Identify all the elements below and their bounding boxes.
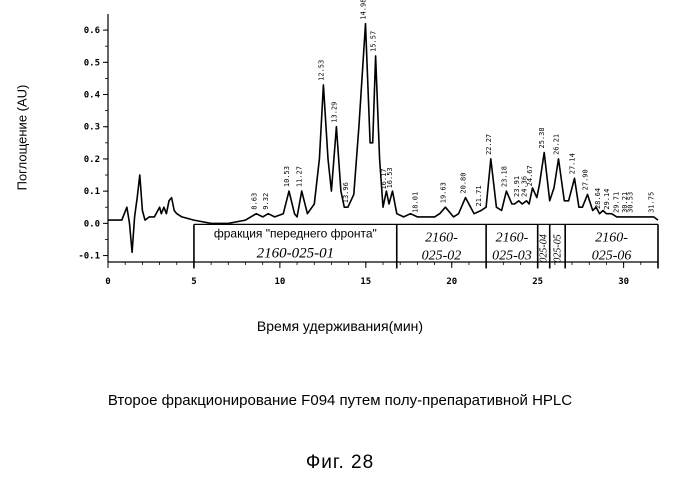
peak-label: 23.18 — [500, 166, 508, 187]
x-axis-label: Время удерживания(мин) — [256, 318, 424, 334]
peak-label: 19.63 — [439, 182, 447, 203]
peak-label: 14.98 — [359, 0, 367, 20]
peak-label: 29.71 — [613, 192, 621, 213]
peak-label: 9.32 — [262, 193, 270, 210]
fraction-label: фракция "переднего фронта" — [214, 226, 377, 240]
chromatogram-line — [108, 22, 659, 254]
peak-label: 24.67 — [526, 165, 534, 186]
figure-number: Фиг. 28 — [305, 452, 375, 473]
figure-caption: Второе фракционирование F094 путем полу-… — [107, 392, 573, 409]
peak-label: 22.27 — [485, 134, 493, 155]
x-tick-label: 25 — [532, 277, 543, 287]
y-tick-label: -0.1 — [78, 252, 100, 262]
peak-label: 27.14 — [568, 153, 576, 174]
peak-label: 20.80 — [460, 173, 468, 194]
fraction-code-line1: 2160- — [496, 230, 529, 245]
peak-label: 10.53 — [283, 166, 291, 187]
peak-label: 12.53 — [317, 60, 325, 81]
peak-label: 16.17 — [380, 168, 388, 189]
x-tick-label: 5 — [191, 277, 196, 287]
peak-label: 21.71 — [475, 185, 483, 206]
x-tick-label: 15 — [360, 277, 371, 287]
peak-label: 28.64 — [594, 188, 602, 209]
peak-label: 15.57 — [370, 31, 378, 52]
peak-label: 13.29 — [330, 102, 338, 123]
y-tick-label: 0.0 — [84, 219, 100, 229]
fraction-code: 025-05 — [552, 234, 563, 262]
peak-labels: 8.63 9.32 10.53 11.27 12.53 13.29 13.96 14.98 15… — [250, 0, 655, 213]
chromatogram-trace — [108, 22, 659, 254]
fraction-code: 025-04 — [539, 234, 550, 262]
fraction-code-line1: 2160- — [425, 230, 458, 245]
fraction-code-line1: 2160- — [595, 230, 628, 245]
y-tick-label: 0.1 — [84, 187, 100, 197]
peak-label: 18.01 — [412, 192, 420, 213]
axis-ticks: -0.1 0.0 0.1 0.2 0.3 0.4 0.5 0.6 0 5 10 15 20 25 30 — [78, 26, 659, 287]
y-tick-label: 0.5 — [84, 58, 100, 68]
x-tick-label: 10 — [274, 277, 285, 287]
peak-label: 25.38 — [538, 127, 546, 148]
y-tick-label: 0.6 — [84, 26, 100, 36]
x-tick-label: 20 — [446, 277, 457, 287]
x-tick-label: 30 — [618, 277, 629, 287]
fraction-code-line2: 025-06 — [592, 248, 632, 263]
fraction-code-line2: 025-02 — [422, 248, 462, 263]
fraction-code-line2: 025-03 — [492, 248, 532, 263]
peak-label: 26.21 — [552, 134, 560, 155]
peak-label: 23.91 — [513, 176, 521, 197]
y-tick-label: 0.2 — [84, 155, 100, 165]
y-tick-label: 0.3 — [84, 123, 100, 133]
peak-label: 24.36 — [521, 176, 529, 197]
y-axis-label: Поглощение (AU) — [14, 84, 30, 191]
fraction-boxes: фракция "переднего фронта" 2160-025-01 216… — [193, 223, 659, 269]
peak-label: 30.53 — [627, 192, 635, 213]
peak-label: 8.63 — [250, 193, 258, 210]
peak-label: 31.75 — [648, 192, 656, 213]
fraction-code: 2160-025-01 — [257, 245, 335, 261]
peak-label: 11.27 — [296, 166, 304, 187]
peak-label: 30.21 — [621, 192, 629, 213]
peak-label: 16.53 — [386, 167, 394, 188]
peak-label: 27.90 — [582, 169, 590, 190]
peak-label: 13.96 — [342, 182, 350, 203]
peak-label: 29.14 — [603, 189, 611, 210]
y-tick-label: 0.4 — [84, 91, 101, 101]
x-tick-label: 0 — [105, 277, 110, 287]
